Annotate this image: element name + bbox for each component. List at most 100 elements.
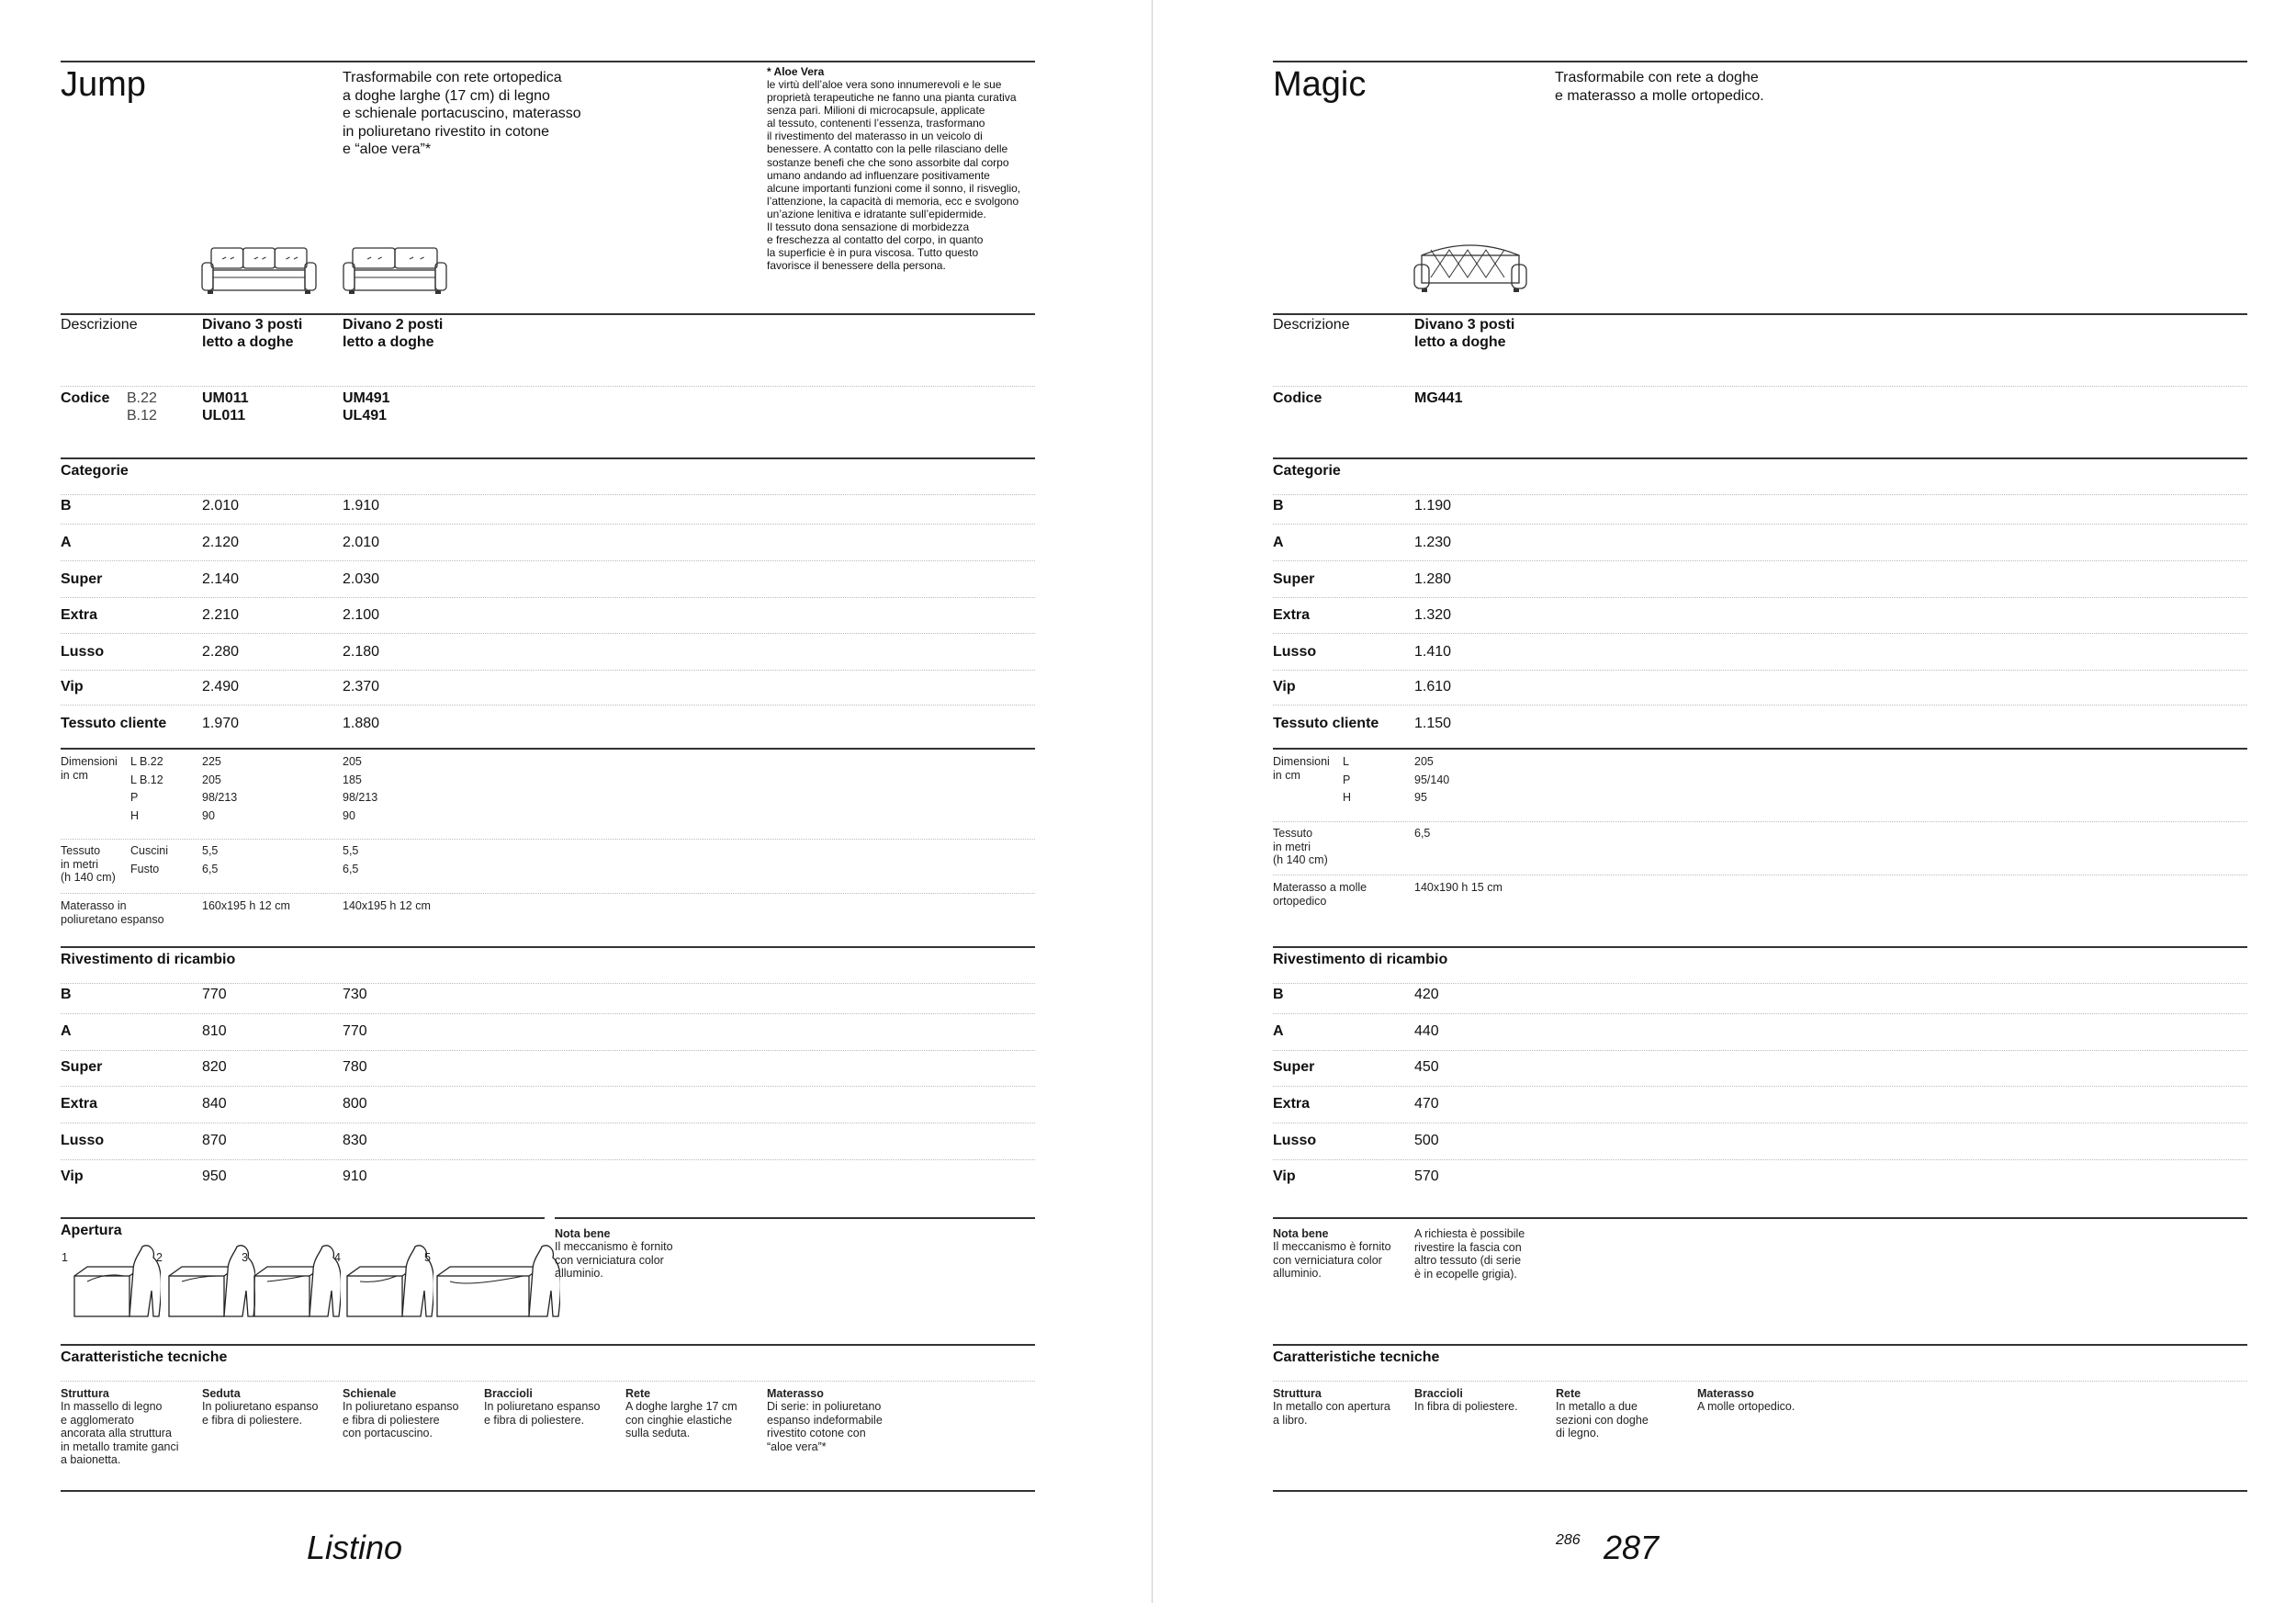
dimension-label: P bbox=[1343, 773, 1351, 786]
dimension-label: H bbox=[1343, 791, 1352, 805]
category-price: 2.100 bbox=[343, 607, 380, 623]
tech-title: Materasso bbox=[1697, 1387, 1754, 1400]
dotted-divider bbox=[1273, 670, 2247, 671]
aloe-vera-title: * Aloe Vera bbox=[767, 65, 825, 78]
tech-title: Schienale bbox=[343, 1387, 397, 1400]
categorie-label: Categorie bbox=[1273, 463, 1341, 479]
tech-title: Braccioli bbox=[1414, 1387, 1463, 1400]
dotted-divider bbox=[61, 983, 1035, 984]
apertura-step-2-illustration bbox=[168, 1245, 255, 1317]
tech-title: Struttura bbox=[61, 1387, 109, 1400]
page-number-left: 286 bbox=[1556, 1532, 1581, 1548]
dotted-divider bbox=[61, 839, 1035, 840]
materasso-value: 140x195 h 12 cm bbox=[343, 899, 431, 912]
category-price: 2.120 bbox=[202, 535, 240, 550]
category-price: 2.490 bbox=[202, 679, 240, 694]
dotted-divider bbox=[61, 1159, 1035, 1160]
tessuto-value: 5,5 bbox=[343, 844, 359, 857]
jump-description: Trasformabile con rete ortopedica a dogh… bbox=[343, 70, 581, 157]
dotted-divider bbox=[1273, 821, 2247, 822]
dotted-divider bbox=[1273, 705, 2247, 706]
dotted-divider bbox=[61, 893, 1035, 894]
category-label: A bbox=[1273, 535, 1284, 550]
sofa-2-seat-drawing bbox=[343, 247, 447, 294]
category-label: Vip bbox=[61, 679, 84, 694]
section-rule bbox=[61, 313, 1035, 315]
rivestimento-price: 500 bbox=[1414, 1133, 1439, 1148]
magic-description: Trasformabile con rete a doghe e materas… bbox=[1555, 70, 1764, 104]
dotted-divider bbox=[1273, 1086, 2247, 1087]
category-price: 1.610 bbox=[1414, 679, 1452, 694]
tech-text: In poliuretano espanso e fibra di polies… bbox=[343, 1400, 459, 1439]
rivestimento-price: 870 bbox=[202, 1133, 227, 1148]
rivestimento-category: B bbox=[1273, 987, 1284, 1002]
category-label: Extra bbox=[1273, 607, 1311, 623]
materasso-label: Materasso in poliuretano espanso bbox=[61, 899, 164, 926]
rivestimento-category: Lusso bbox=[61, 1133, 105, 1148]
dimension-value: 205 bbox=[1414, 755, 1434, 768]
category-price: 1.880 bbox=[343, 716, 380, 731]
rivestimento-category: Vip bbox=[61, 1168, 84, 1184]
dimension-value: 185 bbox=[343, 773, 362, 786]
codice-label: Codice bbox=[1273, 390, 1322, 406]
dimension-value: 90 bbox=[202, 809, 215, 823]
tech-text: In fibra di poliestere. bbox=[1414, 1400, 1518, 1413]
rivestimento-price: 420 bbox=[1414, 987, 1439, 1002]
categorie-label: Categorie bbox=[61, 463, 129, 479]
category-price: 1.910 bbox=[343, 498, 380, 514]
product-name: Divano 3 posti letto a doghe bbox=[1414, 317, 1515, 350]
apertura-step-1-illustration bbox=[73, 1245, 161, 1317]
dotted-divider bbox=[1273, 560, 2247, 561]
dotted-divider bbox=[1273, 1050, 2247, 1051]
dotted-divider bbox=[1273, 983, 2247, 984]
dotted-divider bbox=[1273, 1381, 2247, 1382]
apertura-step-3-illustration bbox=[253, 1245, 341, 1317]
category-label: Vip bbox=[1273, 679, 1296, 694]
dimension-value: 95 bbox=[1414, 791, 1427, 805]
page-number-right: 287 bbox=[1604, 1529, 1660, 1566]
section-rule bbox=[1273, 61, 2247, 62]
apertura-label: Apertura bbox=[61, 1223, 122, 1238]
codice-variants: B.22 B.12 bbox=[127, 390, 157, 423]
sofa-3-seat-drawing bbox=[201, 247, 317, 294]
dotted-divider bbox=[61, 494, 1035, 495]
rivestimento-price: 770 bbox=[202, 987, 227, 1002]
tech-title: Rete bbox=[1556, 1387, 1581, 1400]
apertura-step-5-illustration bbox=[436, 1245, 560, 1317]
dotted-divider bbox=[61, 597, 1035, 598]
apertura-step-number: 4 bbox=[334, 1251, 341, 1264]
category-price: 2.010 bbox=[343, 535, 380, 550]
category-price: 2.370 bbox=[343, 679, 380, 694]
section-rule bbox=[1273, 1217, 2247, 1219]
rivestimento-category: Lusso bbox=[1273, 1133, 1317, 1148]
tessuto-value: 6,5 bbox=[1414, 827, 1431, 840]
tech-text: In metallo con apertura a libro. bbox=[1273, 1400, 1390, 1427]
dotted-divider bbox=[1273, 597, 2247, 598]
dimension-label: L bbox=[1343, 755, 1349, 768]
apertura-step-4-illustration bbox=[346, 1245, 433, 1317]
rivestimento-price: 800 bbox=[343, 1096, 367, 1112]
dotted-divider bbox=[61, 1381, 1035, 1382]
nota-bene-text: Il meccanismo è fornito con verniciatura… bbox=[555, 1240, 673, 1280]
rivestimento-price: 440 bbox=[1414, 1023, 1439, 1039]
rivestimento-price: 730 bbox=[343, 987, 367, 1002]
rivestimento-category: Vip bbox=[1273, 1168, 1296, 1184]
rivestimento-category: A bbox=[61, 1023, 72, 1039]
category-label: Extra bbox=[61, 607, 98, 623]
section-rule bbox=[61, 61, 1035, 62]
category-price: 1.280 bbox=[1414, 571, 1452, 587]
dotted-divider bbox=[1273, 494, 2247, 495]
tessuto-part: Fusto bbox=[130, 862, 160, 875]
section-rule bbox=[1273, 457, 2247, 459]
category-price: 1.410 bbox=[1414, 644, 1452, 660]
magic-sofa-drawing bbox=[1413, 244, 1527, 292]
product-code: UM491 UL491 bbox=[343, 390, 390, 423]
rivestimento-category: A bbox=[1273, 1023, 1284, 1039]
listino-label: Listino bbox=[307, 1529, 403, 1566]
category-price: 1.150 bbox=[1414, 716, 1452, 731]
rivestimento-price: 830 bbox=[343, 1133, 367, 1148]
rivestimento-category: Extra bbox=[1273, 1096, 1311, 1112]
nota-bene-title: Nota bene bbox=[555, 1227, 611, 1240]
category-label: B bbox=[1273, 498, 1284, 514]
section-rule bbox=[61, 457, 1035, 459]
